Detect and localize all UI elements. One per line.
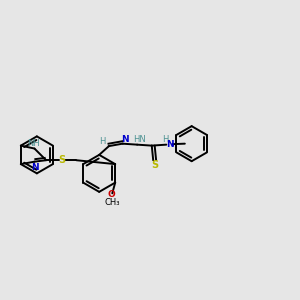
- Text: O: O: [107, 190, 115, 199]
- Text: S: S: [58, 155, 65, 165]
- Text: N: N: [121, 135, 128, 144]
- Text: HN: HN: [133, 135, 146, 144]
- Text: S: S: [151, 160, 158, 170]
- Text: N: N: [166, 140, 174, 149]
- Text: NH: NH: [28, 139, 40, 148]
- Text: H: H: [99, 137, 106, 146]
- Text: N: N: [32, 163, 39, 172]
- Text: CH₃: CH₃: [104, 198, 119, 207]
- Text: H: H: [162, 135, 169, 144]
